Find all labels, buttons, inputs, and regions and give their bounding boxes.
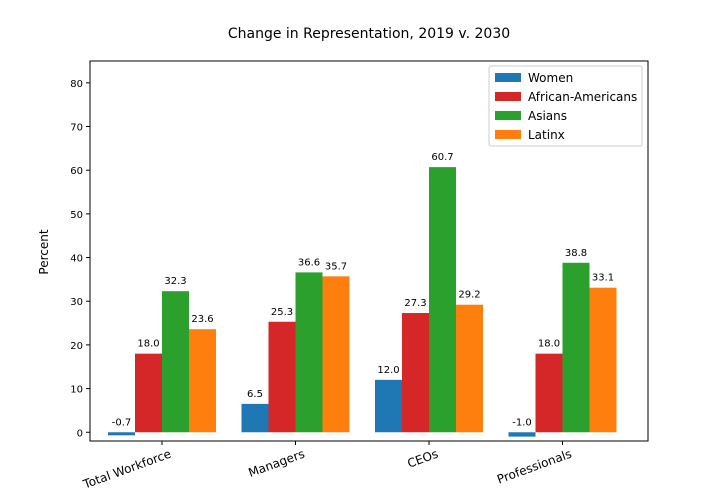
bar-women-2	[375, 379, 402, 433]
y-tick-label: 40	[70, 254, 83, 265]
y-tick-label: 0	[77, 428, 83, 439]
y-tick-label: 70	[70, 123, 83, 134]
bar-latinx-0	[189, 329, 216, 433]
data-label: 29.2	[458, 290, 480, 301]
legend-label: Asians	[528, 109, 567, 123]
data-label: 23.6	[191, 314, 213, 325]
bar-asians-2	[429, 167, 456, 433]
data-label: 27.3	[404, 298, 426, 309]
data-label: -1.0	[512, 417, 532, 428]
data-label: 38.8	[565, 248, 587, 259]
legend-label: Latinx	[528, 128, 565, 142]
data-label: 12.0	[377, 365, 399, 376]
bar-asians-1	[295, 272, 323, 433]
data-label: 18.0	[137, 339, 159, 350]
bar-latinx-2	[456, 304, 483, 433]
legend-swatch	[495, 92, 521, 101]
data-label: 18.0	[538, 339, 560, 350]
bar-african-americans-0	[135, 353, 162, 433]
data-label: 36.6	[298, 257, 320, 268]
legend-swatch	[495, 73, 521, 82]
data-label: 60.7	[431, 152, 453, 163]
data-label: 6.5	[247, 389, 263, 400]
legend: Women African-Americans Asians Latinx	[488, 65, 643, 147]
bar-latinx-3	[589, 287, 617, 433]
legend-swatch	[495, 111, 521, 120]
bar-african-americans-1	[268, 321, 296, 433]
bar-african-americans-3	[535, 353, 563, 433]
chart-title: Change in Representation, 2019 v. 2030	[228, 26, 510, 42]
legend-box	[488, 65, 643, 147]
bar-women-3	[508, 432, 536, 437]
bar-asians-0	[162, 291, 189, 433]
y-tick-label: 20	[70, 341, 83, 352]
data-label: 33.1	[592, 273, 614, 284]
bar-asians-3	[562, 262, 590, 433]
bar-women-0	[108, 432, 135, 436]
data-label: 35.7	[325, 261, 347, 272]
y-tick-label: 50	[70, 210, 83, 221]
data-label: -0.7	[112, 417, 132, 428]
bar-women-1	[241, 403, 269, 433]
y-tick-label: 30	[70, 297, 83, 308]
y-tick-label: 60	[70, 166, 83, 177]
bar-african-americans-2	[402, 313, 429, 433]
y-axis-label: Percent	[37, 229, 51, 274]
legend-label: African-Americans	[528, 90, 637, 104]
legend-label: Women	[528, 71, 573, 85]
data-label: 32.3	[164, 276, 186, 287]
plot-frame	[89, 60, 649, 442]
data-label: 25.3	[271, 307, 293, 318]
bar-latinx-1	[322, 276, 350, 433]
y-tick-label: 80	[70, 79, 83, 90]
y-tick-label: 10	[70, 385, 83, 396]
legend-swatch	[495, 130, 521, 139]
